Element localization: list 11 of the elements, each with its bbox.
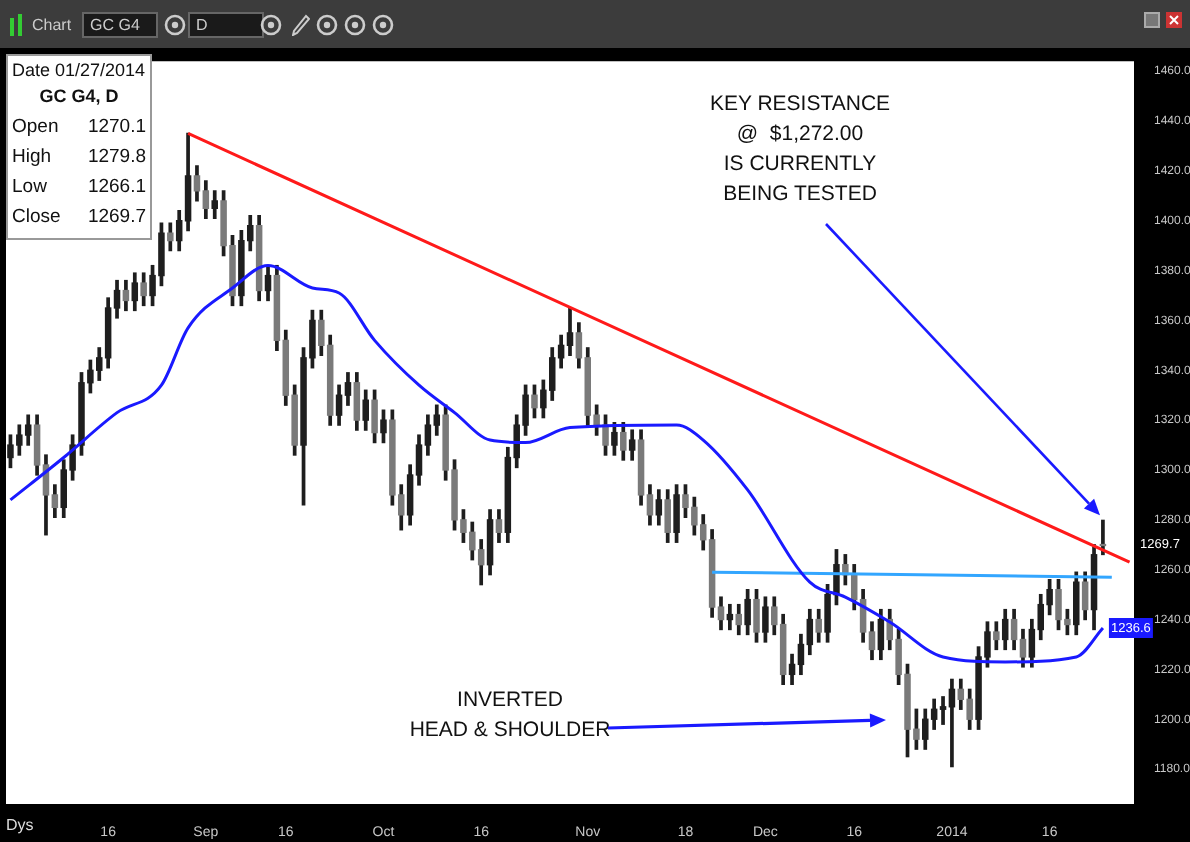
annotation: Date 01/27/2014 [12,60,146,80]
line-series [8,264,1105,664]
candlestick [939,696,947,725]
info-box: Date 01/27/2014 GC G4, D Open 1270.1 High 1279.8 Low 1266.1 Close 1269.7 [6,54,152,240]
annotation: GC G4, D [37,86,121,106]
dropdown-field: D [188,12,264,38]
text: Dys [6,816,34,834]
annotation: INVERTED HEAD & SHOULDER [407,686,613,746]
annotation: KEY RESISTANCE @ $1,272.00 IS CURRENTLY BEING TESTED [707,90,893,210]
text: Chart [32,16,72,34]
dropdown-field: GC G4 [82,12,158,38]
